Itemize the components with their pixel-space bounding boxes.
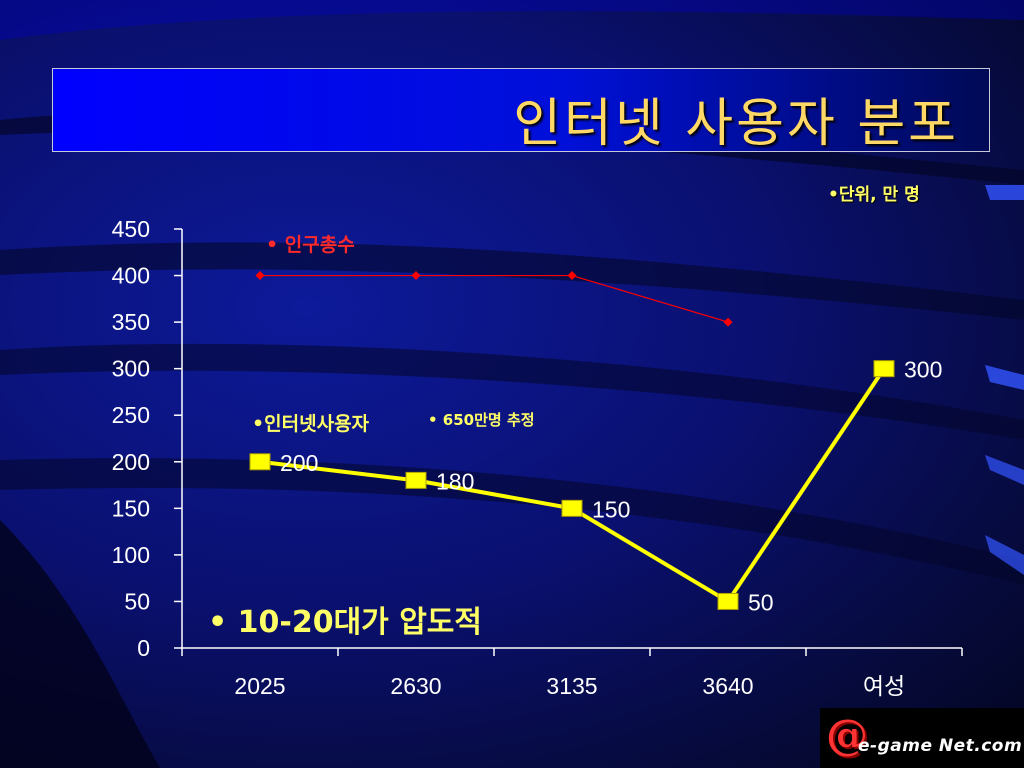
data-point-square [873, 360, 895, 378]
chart-axes [174, 228, 963, 656]
data-point-square [717, 592, 739, 610]
y-tick-label: 450 [112, 216, 150, 242]
data-label: 50 [748, 589, 774, 615]
data-label: 300 [904, 357, 942, 383]
x-tick-label: 여성 [863, 673, 905, 699]
y-tick-label: 250 [112, 402, 150, 428]
data-point-diamond [255, 271, 265, 281]
logo-at-symbol: @ [826, 710, 868, 759]
x-tick-label: 3640 [702, 673, 753, 699]
data-point-square [249, 453, 271, 471]
y-tick-label: 200 [112, 449, 150, 475]
data-point-diamond [723, 317, 733, 327]
x-tick-label: 2630 [390, 673, 441, 699]
chart-annotations: • 인구총수 •인터넷사용자 • 650만명 추정 • 10-20대가 압도적 [208, 234, 535, 640]
y-tick-label: 300 [112, 356, 150, 382]
internet-series-label: •인터넷사용자 [252, 413, 370, 435]
page-title: 인터넷 사용자 분포 [513, 94, 959, 154]
series-line [260, 274, 729, 323]
data-label: 200 [280, 450, 318, 476]
logo-text: e-game Net.com [858, 736, 1023, 756]
series-line [259, 367, 886, 604]
y-tick-label: 50 [124, 588, 150, 614]
data-label: 150 [592, 496, 630, 522]
highlight-note: • 10-20대가 압도적 [208, 605, 482, 640]
estimate-note: • 650만명 추정 [428, 411, 535, 429]
title-box: 인터넷 사용자 분포 [52, 68, 990, 154]
y-tick-label: 350 [112, 309, 150, 335]
x-tick-label: 3135 [546, 673, 597, 699]
y-tick-label: 400 [112, 263, 150, 289]
data-label: 180 [436, 468, 474, 494]
data-point-diamond [411, 271, 421, 281]
data-point-diamond [567, 271, 577, 281]
series-layer: 200 180 150 50 300 [249, 271, 942, 615]
population-series-label: • 인구총수 [266, 234, 355, 256]
data-point-square [561, 499, 583, 517]
x-tick-label: 2025 [234, 673, 285, 699]
series-internet-users: 200 180 150 50 300 [249, 357, 942, 615]
y-tick-labels: 0 50 100 150 200 250 300 350 400 450 [112, 216, 150, 661]
x-tick-labels: 2025 2630 3135 3640 여성 [234, 673, 905, 699]
unit-note: •단위, 만 명 [828, 185, 920, 205]
y-tick-label: 150 [112, 495, 150, 521]
y-tick-label: 100 [112, 542, 150, 568]
series-population [255, 271, 733, 327]
e-game-net-logo: @ e-game Net.com [820, 708, 1024, 768]
data-point-square [405, 471, 427, 489]
y-tick-label: 0 [137, 635, 150, 661]
